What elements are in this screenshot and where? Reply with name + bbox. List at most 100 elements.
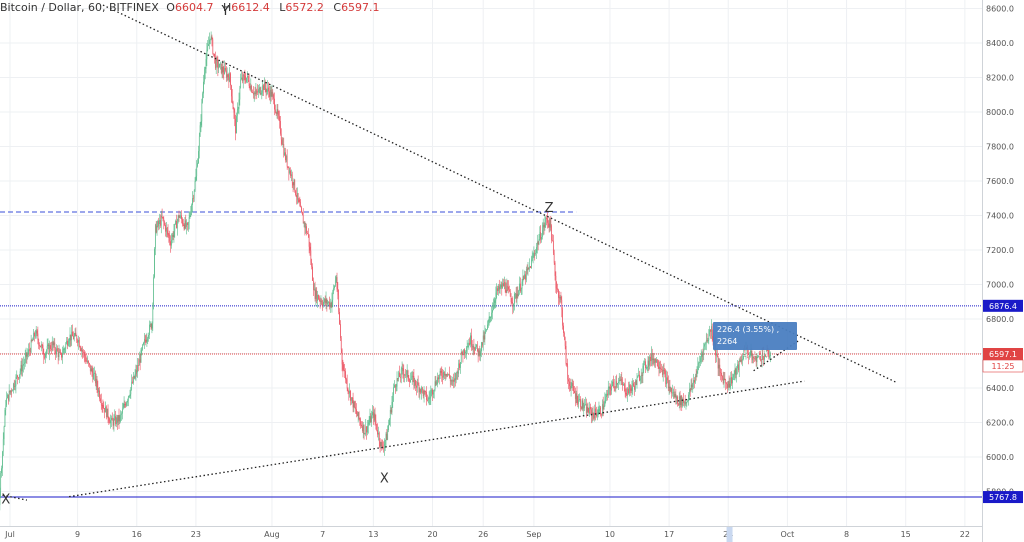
candle-body (368, 422, 370, 425)
x-tick-label: 13 (368, 530, 378, 539)
candle-body (170, 241, 171, 246)
candle-body (246, 77, 247, 82)
candle-body (184, 220, 186, 229)
candle-body (576, 393, 578, 403)
x-tick-label: 8 (844, 530, 849, 539)
trendline (0, 493, 28, 501)
candle-body (63, 349, 65, 350)
candle-body (165, 228, 167, 232)
candle-body (43, 354, 45, 358)
candle-body (697, 364, 699, 371)
candle-body (62, 349, 64, 355)
candle-body (199, 125, 201, 137)
price-label-box (983, 299, 1023, 312)
candle-body (11, 390, 13, 392)
x-tick-label: 17 (664, 530, 674, 539)
candle-body (120, 414, 122, 417)
candle-body (387, 430, 389, 440)
candle-body (272, 91, 274, 95)
candle-body (710, 329, 711, 332)
candle-body (467, 346, 469, 348)
candle-body (446, 374, 448, 376)
candle-body (532, 256, 534, 258)
candle-body (173, 231, 175, 238)
candle-body (270, 89, 272, 97)
candle-body (629, 384, 631, 389)
candle-body (290, 170, 291, 176)
candle-body (533, 253, 535, 257)
symbol-label[interactable]: Bitcoin / Dollar, 60, BITFINEX (0, 1, 159, 14)
candle-body (106, 408, 108, 418)
candle-body (27, 353, 29, 357)
candle-body (153, 277, 154, 305)
candle-body (360, 420, 362, 425)
candle-body (211, 36, 213, 40)
candle-body (221, 66, 223, 73)
y-tick-label: 6000.0 (986, 453, 1014, 462)
candle-body (427, 398, 429, 401)
candle-body (105, 406, 106, 413)
candle-body (613, 383, 615, 387)
candle-body (139, 359, 141, 363)
candle-body (731, 377, 732, 384)
candle-body (65, 343, 67, 349)
candle-body (358, 412, 360, 419)
candle-body (166, 228, 168, 231)
candle-body (323, 301, 324, 306)
candle-body (721, 372, 722, 376)
candle-body (540, 232, 542, 240)
candle-body (562, 309, 563, 326)
candle-body (121, 413, 122, 415)
candle-body (189, 215, 191, 218)
candle-body (405, 374, 406, 376)
candle-body (721, 375, 723, 378)
candle-body (720, 372, 721, 374)
x-tick-label: 10 (605, 530, 615, 539)
candle-body (122, 409, 123, 414)
candle-body (566, 363, 568, 366)
candle-body (741, 359, 743, 361)
candle-body (422, 390, 424, 397)
candle-body (73, 335, 75, 340)
candle-body (639, 374, 640, 381)
candle-body (416, 385, 417, 388)
candle-body (614, 386, 616, 388)
candle-body (687, 400, 689, 402)
candle-body (56, 348, 57, 354)
candle-body (553, 252, 555, 263)
candle-body (436, 384, 438, 386)
candle-body (492, 309, 493, 313)
candle-body (350, 390, 351, 401)
candle-body (77, 340, 78, 343)
candle-body (519, 283, 520, 291)
candle-body (382, 445, 383, 448)
candle-body (34, 332, 35, 337)
candle-body (542, 230, 543, 238)
candle-body (205, 59, 207, 69)
candle-body (378, 432, 379, 435)
candle-body (672, 392, 673, 394)
candle-body (146, 339, 148, 342)
candle-body (695, 375, 697, 377)
candle-body (327, 302, 329, 305)
candle-body (452, 379, 454, 382)
candle-body (373, 411, 374, 418)
candle-body (574, 393, 576, 399)
candle-body (754, 354, 756, 359)
candle-body (84, 351, 85, 357)
candle-body (758, 353, 760, 356)
candle-body (680, 395, 682, 406)
candle-body (673, 391, 675, 398)
candle-body (389, 409, 391, 420)
candle-body (30, 340, 32, 353)
trendline (753, 339, 801, 372)
candle-body (607, 393, 608, 396)
candle-body (439, 370, 441, 376)
candle-body (58, 351, 60, 358)
candle-body (393, 387, 394, 396)
candle-body (132, 381, 133, 383)
low-key: L (279, 1, 286, 14)
candle-body (485, 330, 487, 333)
